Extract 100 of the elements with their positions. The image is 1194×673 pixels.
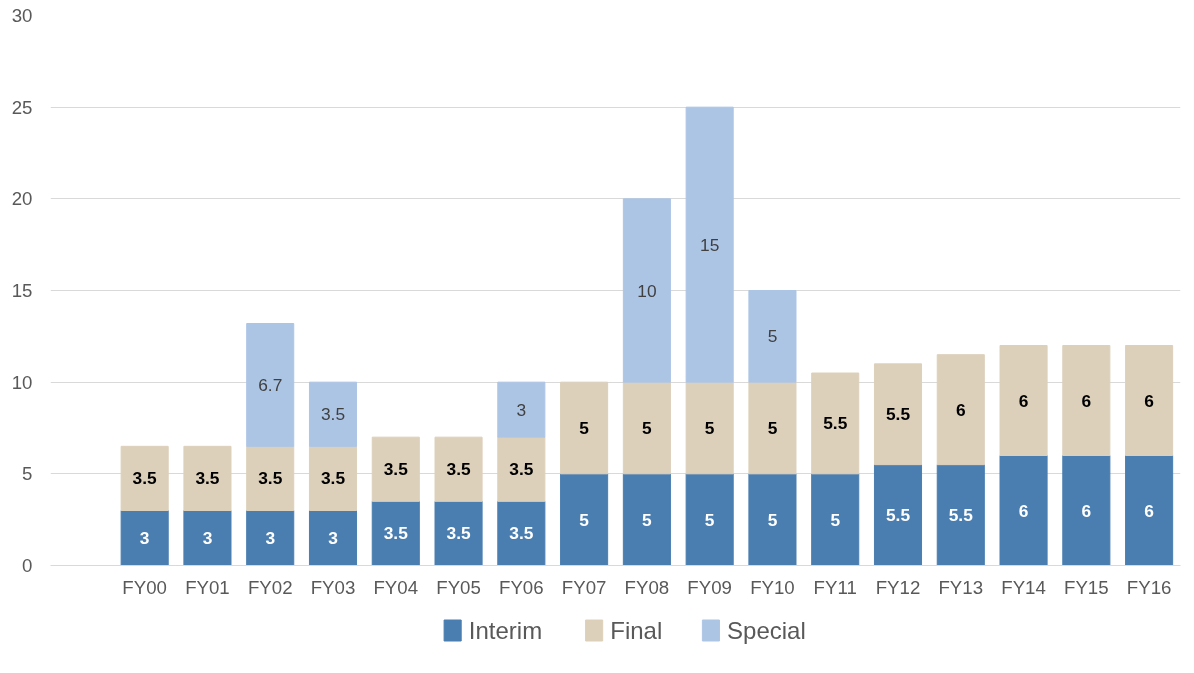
bar [1062,345,1111,456]
bar [748,290,797,383]
data-label: 3.5 [446,523,471,544]
bar [622,473,671,566]
y-tick-label: 25 [11,96,33,118]
data-label: 3 [328,528,339,548]
data-label: 6 [1018,390,1029,411]
data-label: 5 [579,509,590,530]
data-label: 3.5 [258,468,283,489]
bar [497,381,546,438]
bar [560,381,609,475]
x-tick-label: FY03 [310,576,356,598]
data-label: 3.5 [195,468,220,489]
legend-label: Interim [468,617,543,644]
x-tick-label: FY14 [1001,576,1046,598]
bar [748,381,797,475]
bar [246,445,295,511]
bar [183,510,232,566]
x-tick-label: FY16 [1126,576,1172,598]
bar [183,445,232,511]
x-tick-label: FY07 [561,576,607,598]
bar [811,473,860,566]
data-label: 5.5 [823,413,848,434]
bar [308,445,358,511]
data-label: 3 [202,528,213,548]
bar [936,354,985,466]
x-tick-label: FY12 [875,576,921,598]
data-label: 5 [830,509,841,530]
bar [811,372,860,475]
legend-label: Special [727,617,806,644]
data-label: 5 [704,418,715,438]
bar [748,473,797,566]
data-label: 5 [642,418,653,438]
bar [622,198,671,383]
bar [999,455,1048,566]
bar [120,510,169,566]
x-tick-label: FY13 [938,576,984,598]
data-label: 3.5 [320,404,346,425]
x-tick-label: FY10 [750,576,795,598]
bar [246,323,295,447]
data-label: 5 [767,509,778,530]
data-label: 3.5 [383,459,409,480]
bar [685,381,734,475]
bar [1125,345,1174,456]
data-label: 5 [767,326,778,347]
x-tick-label: FY15 [1064,576,1109,598]
y-tick-label: 20 [11,188,33,210]
bar [936,464,985,566]
data-label: 3.5 [446,459,471,480]
x-tick-label: FY04 [373,576,419,598]
y-tick-label: 0 [22,555,33,576]
data-label: 5.5 [948,505,974,526]
x-tick-label: FY09 [687,576,732,598]
bar [685,473,734,566]
legend-label: Final [610,617,663,644]
bar [371,500,420,566]
x-tick-label: FY08 [624,576,670,598]
bar [497,436,546,502]
y-tick-label: 15 [11,280,33,301]
data-label: 15 [700,234,720,255]
bar [622,381,671,475]
bar [685,106,734,383]
bar [497,500,546,566]
bar [999,345,1048,456]
y-tick-label: 5 [22,463,33,485]
x-tick-label: FY06 [499,576,544,598]
x-tick-label: FY05 [436,576,481,598]
data-label: 3 [139,528,150,548]
bar [434,500,483,566]
data-label: 6 [955,399,966,420]
x-tick-label: FY01 [185,576,230,598]
x-tick-label: FY11 [813,576,857,598]
data-label: 5.5 [885,404,911,425]
data-label: 6.7 [258,374,283,395]
data-label: 3 [516,399,527,420]
data-label: 3.5 [320,468,346,489]
bar [873,363,923,466]
y-tick-label: 10 [11,371,33,393]
bar [246,510,295,566]
data-label: 6 [1018,500,1029,521]
bar [1062,455,1111,566]
data-label: 3.5 [509,523,534,544]
y-tick-label: 30 [11,5,33,26]
data-label: 5 [642,509,653,530]
data-label: 6 [1144,500,1155,521]
x-tick-label: FY02 [247,576,293,598]
bar [308,510,358,566]
bar [1125,455,1174,566]
bar [873,464,923,566]
x-tick-label: FY00 [122,576,167,598]
data-label: 3.5 [132,468,158,489]
data-label: 5 [704,509,715,530]
data-label: 3.5 [383,523,409,544]
data-label: 10 [637,280,657,301]
bar [308,381,358,447]
data-label: 5 [767,418,778,438]
bar [560,473,609,566]
data-label: 6 [1144,390,1155,411]
data-label: 5.5 [885,505,911,526]
data-label: 6 [1081,500,1092,521]
